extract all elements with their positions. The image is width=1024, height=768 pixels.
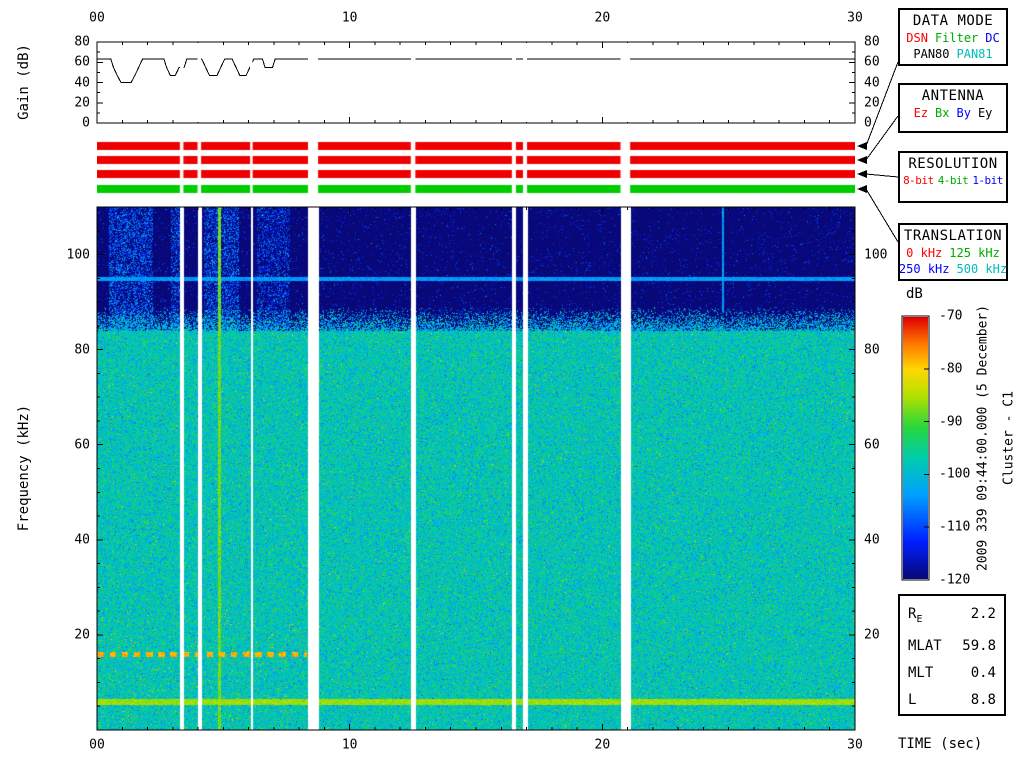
timestamp-text: 2009 339 09:44:00.000 (5 December) <box>975 304 991 572</box>
translation-values-2: 250 kHz 500 kHz <box>898 262 1008 276</box>
param-label: MLT <box>908 664 934 681</box>
tick-label: -70 <box>939 308 963 324</box>
tick-label: 00 <box>89 10 105 26</box>
tick-label: 80 <box>864 34 880 50</box>
param-value: 0.4 <box>970 664 996 681</box>
tick-label: 0 <box>82 115 90 131</box>
antenna-legend: ANTENNA Ez Bx By Ey <box>898 83 1008 133</box>
tick-label: 00 <box>89 737 105 753</box>
tick-label: 80 <box>864 342 880 358</box>
tick-label: 60 <box>74 54 90 70</box>
legend-text: DSN <box>906 31 928 45</box>
antenna-title: ANTENNA <box>921 88 985 104</box>
param-label: L <box>908 691 917 708</box>
tick-label: 30 <box>847 10 863 26</box>
legend-text: DC <box>985 31 1000 45</box>
legend-text: Bx <box>935 106 950 120</box>
param-row: MLAT 59.8 <box>908 633 996 660</box>
param-value: 2.2 <box>970 606 996 622</box>
tick-label: 20 <box>864 627 880 643</box>
tick-label: 20 <box>594 737 611 753</box>
resolution-values: 8-bit 4-bit 1-bit <box>900 174 1006 187</box>
tick-label: 60 <box>864 54 880 70</box>
tick-label: -120 <box>939 572 971 588</box>
translation-values-1: 0 kHz 125 kHz <box>900 246 1006 260</box>
tick-label: 40 <box>864 75 880 90</box>
tick-label: 20 <box>864 95 880 111</box>
legend-text: By <box>956 106 971 120</box>
tick-label: 0 <box>864 115 872 131</box>
tick-label: 80 <box>74 34 90 50</box>
tick-label: -110 <box>939 519 971 535</box>
spectrogram-canvas <box>97 207 855 730</box>
param-label: RE <box>908 606 923 625</box>
tick-label: 20 <box>74 95 90 111</box>
legend-text: 4-bit <box>937 174 969 187</box>
param-label: MLAT <box>908 637 942 654</box>
tick-label: 10 <box>341 10 358 26</box>
legend-text: 8-bit <box>903 174 934 187</box>
gain-axis-title: Gain (dB) <box>16 44 32 120</box>
legend-text: 125 kHz <box>949 246 1000 260</box>
tick-label: -100 <box>939 466 971 482</box>
tick-label: -90 <box>939 414 963 430</box>
tick-label: 40 <box>74 532 90 548</box>
tick-label: 100 <box>66 247 90 263</box>
data-mode-title: DATA MODE <box>912 13 994 29</box>
params-rows: RE 2.2 MLAT 59.8 MLT 0.4 L 8.8 <box>908 601 996 714</box>
freq-axis-title: Frequency (kHz) <box>16 404 32 532</box>
antenna-values: Ez Bx By Ey <box>900 106 1006 120</box>
status-bars-canvas <box>97 140 855 200</box>
data-mode-values-2: PAN80 PAN81 <box>900 47 1006 61</box>
legend-text: 250 kHz <box>898 262 950 276</box>
param-row: RE 2.2 <box>908 601 996 633</box>
data-mode-values-1: DSN Filter DC <box>900 31 1006 45</box>
tick-label: 80 <box>74 342 90 358</box>
tick-label: 60 <box>864 437 880 453</box>
tick-label: 40 <box>74 75 90 90</box>
translation-legend: TRANSLATION 0 kHz 125 kHz 250 kHz 500 kHz <box>898 223 1008 281</box>
colorbar-title: dB <box>906 286 923 302</box>
bar-arrow <box>857 142 867 150</box>
legend-text: PAN80 <box>913 47 950 61</box>
tick-label: 10 <box>341 737 358 753</box>
param-value: 8.8 <box>970 691 996 708</box>
tick-label: 20 <box>74 627 90 643</box>
resolution-title: RESOLUTION <box>908 156 998 172</box>
tick-label: 60 <box>74 437 90 453</box>
params-box: RE 2.2 MLAT 59.8 MLT 0.4 L 8.8 <box>898 594 1006 716</box>
time-axis-title: TIME (sec) <box>898 736 983 752</box>
legend-text: PAN81 <box>956 47 993 61</box>
tick-label: 30 <box>847 737 863 753</box>
spacecraft-text: Cluster - C1 <box>1001 391 1017 485</box>
legend-text: Ey <box>977 106 993 120</box>
param-row: MLT 0.4 <box>908 660 996 687</box>
legend-text: 1-bit <box>972 174 1003 187</box>
translation-title: TRANSLATION <box>903 228 1003 244</box>
resolution-legend: RESOLUTION 8-bit 4-bit 1-bit <box>898 151 1008 203</box>
param-row: L 8.8 <box>908 687 996 714</box>
legend-text: 500 kHz <box>956 262 1008 276</box>
bar-arrow <box>857 156 867 164</box>
data-mode-legend: DATA MODE DSN Filter DC PAN80 PAN81 <box>898 8 1008 66</box>
colorbar-canvas <box>903 317 928 579</box>
bar-arrow <box>857 185 867 193</box>
tick-label: -80 <box>939 361 963 377</box>
tick-label: 20 <box>594 10 611 26</box>
tick-label: 40 <box>864 532 880 548</box>
param-value: 59.8 <box>962 637 996 654</box>
legend-text: Filter <box>934 31 979 45</box>
bar-arrow <box>857 170 867 178</box>
legend-text: 0 kHz <box>906 246 943 260</box>
legend-text: Ez <box>913 106 929 120</box>
gain-line <box>97 58 855 83</box>
tick-label: 100 <box>864 247 888 263</box>
